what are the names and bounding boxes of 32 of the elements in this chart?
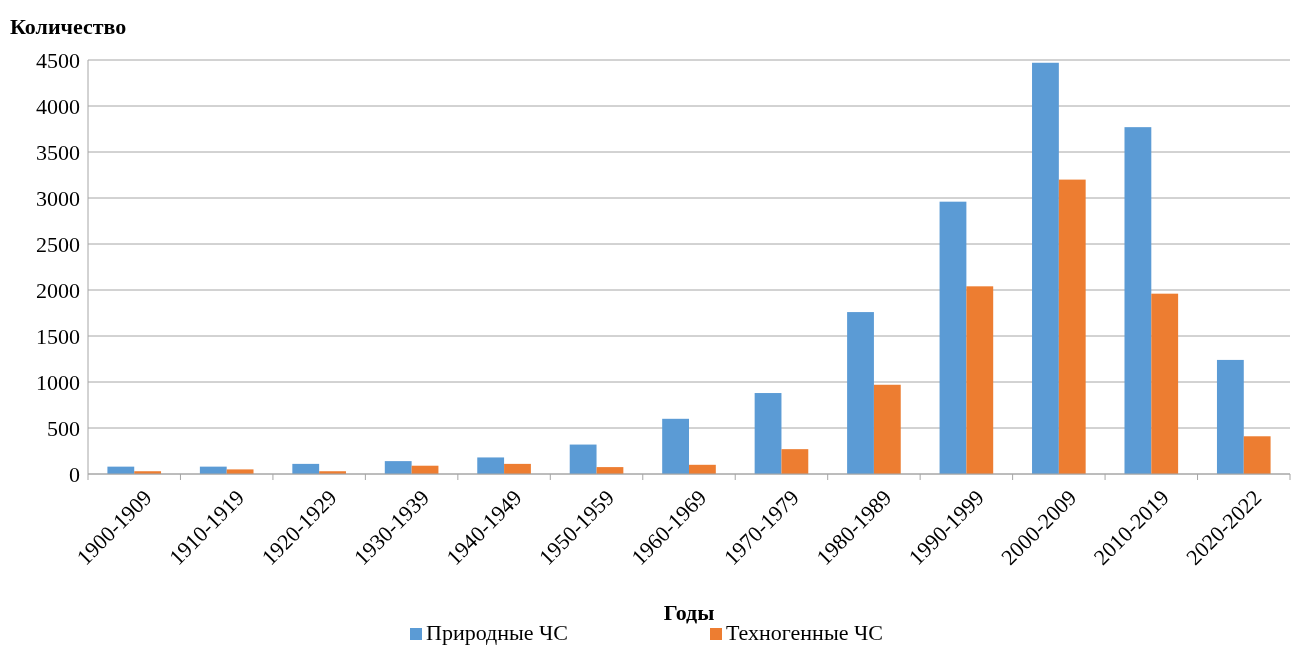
legend-label: Природные ЧС — [426, 620, 569, 645]
bar — [504, 463, 531, 474]
bar — [569, 444, 597, 474]
y-tick-label: 3000 — [36, 185, 80, 211]
bar — [1216, 359, 1244, 474]
bar — [662, 418, 689, 474]
bar — [1032, 62, 1059, 474]
y-tick-label: 0 — [69, 461, 80, 487]
y-tick-label: 4500 — [36, 47, 80, 73]
y-tick-label: 2500 — [36, 231, 80, 257]
y-tick-label: 4000 — [36, 93, 80, 119]
bar — [1058, 179, 1086, 474]
bar — [1124, 127, 1152, 474]
y-tick-label: 1000 — [36, 369, 80, 395]
y-tick-label: 2000 — [36, 277, 80, 303]
bar — [939, 201, 967, 474]
y-axis-title: Количество — [10, 14, 127, 39]
bar — [966, 286, 994, 474]
y-tick-label: 1500 — [36, 323, 80, 349]
y-tick-label: 3500 — [36, 139, 80, 165]
bar — [1243, 436, 1271, 474]
bar — [384, 461, 412, 474]
bar — [754, 393, 782, 474]
y-tick-label: 500 — [47, 415, 80, 441]
bar — [873, 384, 901, 474]
bar — [477, 457, 505, 474]
legend-label: Техногенные ЧС — [726, 620, 883, 645]
bar — [292, 463, 320, 474]
bar — [847, 312, 874, 474]
x-axis-title: Годы — [663, 600, 715, 625]
bar — [1151, 293, 1179, 474]
bar — [781, 449, 809, 474]
